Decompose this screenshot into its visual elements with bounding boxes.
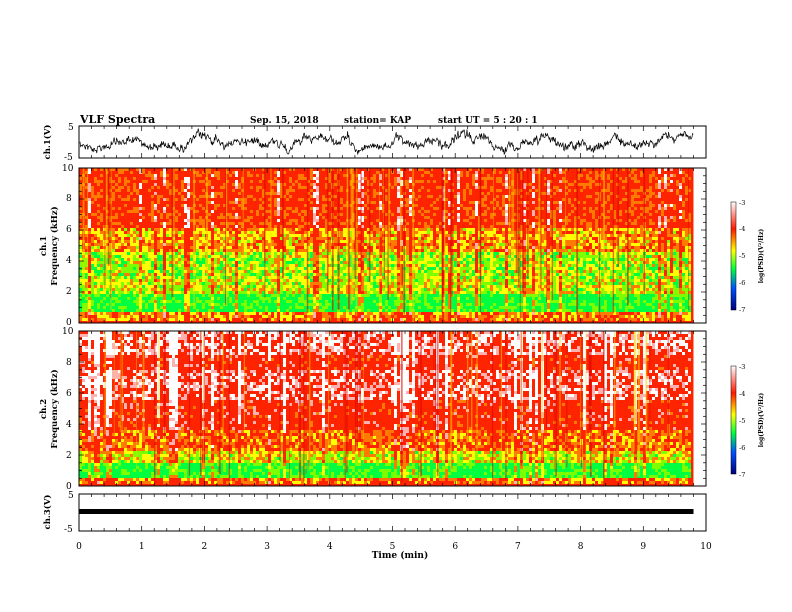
ch1-cb-tick-m7: -7 [739, 306, 745, 314]
ch2-cb-tick-m6: -6 [739, 444, 745, 452]
xtick-5: 5 [390, 542, 396, 552]
ch3-ytick-bottom: -5 [64, 525, 73, 535]
ch2-spectrogram-image [79, 331, 694, 486]
ch2-ytick-2: 2 [66, 451, 72, 461]
ch1-cb-tick-m4: -4 [739, 225, 745, 233]
start-time-label: start UT = 5 : 20 : 1 [438, 116, 538, 126]
xtick-2: 2 [202, 542, 208, 552]
ch1-ytick-8: 8 [66, 194, 72, 204]
ch2-cb-tick-m3: -3 [739, 363, 745, 371]
xtick-6: 6 [452, 542, 458, 552]
axis-ticks [78, 126, 707, 531]
ch2-spectrogram-ylabel-line2: Frequency (kHz) [49, 369, 60, 448]
ch1-spectrogram-image [79, 168, 694, 323]
ch1-ytick-bottom: -5 [64, 153, 73, 163]
ch2-ytick-0: 0 [66, 482, 72, 492]
ch1-ytick-top: 5 [68, 123, 74, 133]
ch3-waveform-trace [79, 509, 694, 514]
xtick-8: 8 [578, 542, 584, 552]
ch1-spectrogram-ylabel-line2: Frequency (kHz) [49, 206, 60, 285]
xtick-3: 3 [264, 542, 270, 552]
ch2-cb-tick-m7: -7 [739, 471, 745, 479]
recording-date: Sep. 15, 2018 [250, 116, 319, 126]
ch2-colorbar-gradient [730, 365, 737, 475]
xtick-0: 0 [76, 542, 82, 552]
ch1-cb-tick-m3: -3 [739, 199, 745, 207]
ch3-ytick-top: 5 [68, 491, 74, 501]
ch1-ytick-2: 2 [66, 287, 72, 297]
ch2-colorbar: -3 -4 -5 -6 -7 log(PSD)(V²/Hz) [730, 363, 765, 479]
xtick-4: 4 [327, 542, 333, 552]
ch1-cb-tick-m5: -5 [739, 252, 745, 260]
x-axis-label: Time (min) [372, 550, 429, 561]
ch1-cb-tick-m6: -6 [739, 279, 745, 287]
ch1-waveform-ylabel: ch.1(V) [42, 125, 53, 160]
x-tick-labels: 0 1 2 3 4 5 6 7 8 9 10 [76, 542, 712, 552]
ch1-ytick-6: 6 [66, 225, 72, 235]
ch2-cb-tick-m5: -5 [739, 417, 745, 425]
xtick-7: 7 [515, 542, 521, 552]
ch1-colorbar: -3 -4 -5 -6 -7 log(PSD)(V²/Hz) [730, 199, 765, 314]
ch1-colorbar-label: log(PSD)(V²/Hz) [758, 229, 765, 284]
ch2-cb-tick-m4: -4 [739, 390, 745, 398]
ch1-waveform-trace [79, 128, 694, 156]
ch2-ytick-10: 10 [62, 327, 74, 337]
ch2-ytick-6: 6 [66, 389, 72, 399]
ch2-colorbar-label: log(PSD)(V²/Hz) [758, 393, 765, 448]
ch1-ytick-0: 0 [66, 318, 72, 328]
ch3-waveform-ylabel: ch.3(V) [42, 495, 53, 530]
ch1-spectrogram-panel: 0 2 4 6 8 10 ch.1 Frequency (kHz) [39, 164, 707, 328]
ch1-spectrogram-ylabel-line1: ch.1 [39, 236, 49, 256]
ch2-ytick-8: 8 [66, 358, 72, 368]
ch1-ytick-10: 10 [62, 164, 74, 174]
figure-title: VLF Spectra [79, 113, 155, 126]
ch2-ytick-4: 4 [66, 420, 72, 430]
station-label: station= KAP [344, 116, 411, 126]
ch1-ytick-4: 4 [66, 256, 72, 266]
xtick-10: 10 [700, 542, 712, 552]
xtick-1: 1 [139, 542, 145, 552]
ch2-spectrogram-ylabel-line1: ch.2 [39, 399, 49, 419]
ch2-spectrogram-panel: 0 2 4 6 8 10 ch.2 Frequency (kHz) [39, 327, 707, 492]
xtick-9: 9 [640, 542, 646, 552]
ch1-colorbar-gradient [730, 201, 737, 311]
